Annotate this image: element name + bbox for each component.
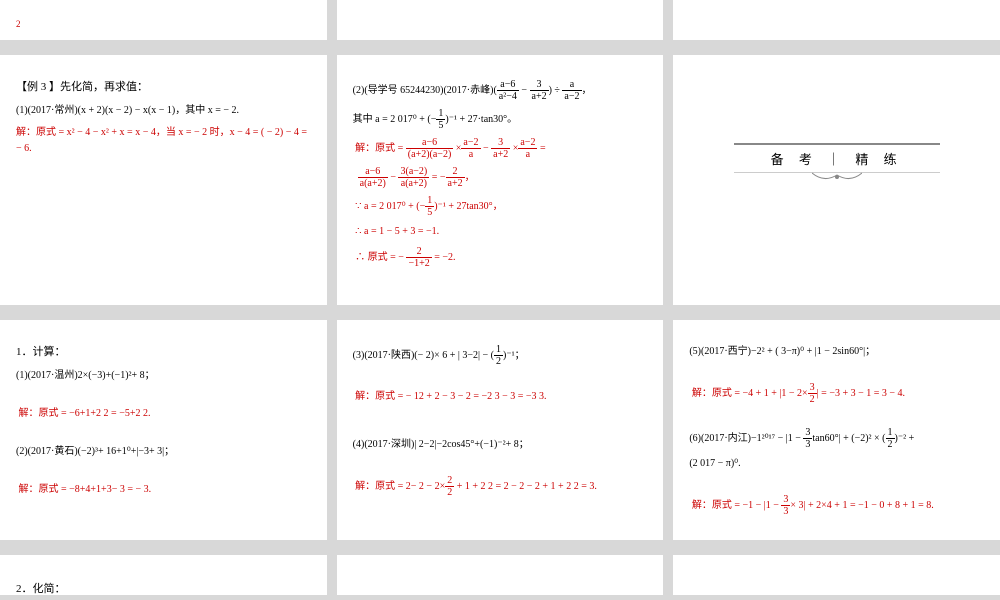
- cell-r3c2: (3)(2017·陕西)(− 2)× 6 + | 3−2| − (12)⁻¹； …: [337, 320, 664, 540]
- frac: 3a+2: [530, 79, 549, 102]
- frac: a−6a²−4: [497, 79, 519, 102]
- answer-2-step1: 解：原式 = a−6(a+2)(a−2) ×a−2a − 3a+2 ×a−2a …: [353, 137, 648, 160]
- cell-r2c1: 【例 3 】先化简，再求值： (1)(2017·常州)(x + 2)(x − 2…: [0, 55, 327, 305]
- answer-1-2: 解：原式 = −8+4+1+3− 3 = − 3.: [16, 482, 311, 498]
- section-title-text: 备 考 ｜ 精 练: [734, 143, 940, 173]
- problem-1-3: (3)(2017·陕西)(− 2)× 6 + | 3−2| − (12)⁻¹；: [353, 344, 648, 367]
- answer-2-step3: ∵ a = 2 017⁰ + (−15)⁻¹ + 27tan30°，: [353, 195, 648, 218]
- cell-r4c3: [673, 555, 1000, 595]
- cell-r1c2: [337, 0, 664, 40]
- answer-2-step2: a−6a(a+2) − 3(a−2)a(a+2) = −2a+2，: [353, 166, 648, 189]
- p2-lead: (2)(导学号 65244230)(2017·赤峰)(: [353, 85, 497, 96]
- cell-r2c3: 备 考 ｜ 精 练: [673, 55, 1000, 305]
- frac: 15: [436, 108, 445, 131]
- answer-1-5: 解：原式 = −4 + 1 + |1 − 2× 32| = −3 + 3 − 1…: [689, 382, 984, 405]
- answer-2-step5: ∴ 原式 = − 2−1+2 = −2.: [353, 246, 648, 269]
- cell-r2c2: (2)(导学号 65244230)(2017·赤峰)(a−6a²−4 − 3a+…: [337, 55, 664, 305]
- problem-1-2: (2)(2017·黄石)(−2)³+ 16+1⁰+|−3+ 3|；: [16, 444, 311, 460]
- heading-2: 2．化简：: [16, 581, 311, 595]
- frac: aa−2: [562, 79, 581, 102]
- problem-1-1: (1)(2017·温州)2×(−3)+(−1)²+ 8；: [16, 368, 311, 384]
- fragment-text: 2: [16, 19, 21, 29]
- cell-r4c2: [337, 555, 664, 595]
- answer-1-6: 解：原式 = −1 − |1 − 33× 3| + 2×4 + 1 = −1 −…: [689, 494, 984, 517]
- answer-1: 解：原式 = x² − 4 − x² + x = x − 4，当 x = − 2…: [16, 125, 311, 157]
- problem-1-6b: (2 017 − π)⁰.: [689, 456, 984, 472]
- cell-r1c3: [673, 0, 1000, 40]
- cell-r3c1: 1．计算： (1)(2017·温州)2×(−3)+(−1)²+ 8； 解：原式 …: [0, 320, 327, 540]
- problem-1-6: (6)(2017·内江)−1²⁰¹⁷ − |1 − 33tan60°| + (−…: [689, 427, 984, 450]
- cell-r1c1: 2: [0, 0, 327, 40]
- page-grid: 2 【例 3 】先化简，再求值： (1)(2017·常州)(x + 2)(x −…: [0, 0, 1000, 600]
- problem-1-5: (5)(2017·西宁)−2² + ( 3−π)⁰ + |1 − 2sin60°…: [689, 344, 984, 360]
- problem-2: (2)(导学号 65244230)(2017·赤峰)(a−6a²−4 − 3a+…: [353, 79, 648, 102]
- example-title: 【例 3 】先化简，再求值：: [16, 79, 311, 97]
- answer-1-1: 解：原式 = −6+1+2 2 = −5+2 2.: [16, 406, 311, 422]
- heading-1: 1．计算：: [16, 344, 311, 362]
- problem-1-4: (4)(2017·深圳)| 2−2|−2cos45°+(−1)⁻²+ 8；: [353, 437, 648, 453]
- section-divider: 备 考 ｜ 精 练: [689, 143, 984, 173]
- problem-2-cond: 其中 a = 2 017⁰ + (−15)⁻¹ + 27·tan30°。: [353, 108, 648, 131]
- answer-1-4: 解：原式 = 2− 2 − 2× 22 + 1 + 2 2 = 2 − 2 − …: [353, 475, 648, 498]
- ornament-icon: [812, 171, 862, 183]
- cell-r3c3: (5)(2017·西宁)−2² + ( 3−π)⁰ + |1 − 2sin60°…: [673, 320, 1000, 540]
- answer-1-3: 解：原式 = − 12 + 2 − 3 − 2 = −2 3 − 3 = −3 …: [353, 389, 648, 405]
- problem-1: (1)(2017·常州)(x + 2)(x − 2) − x(x − 1)，其中…: [16, 103, 311, 119]
- cell-r4c1: 2．化简：: [0, 555, 327, 595]
- answer-2-step4: ∴ a = 1 − 5 + 3 = −1.: [353, 224, 648, 240]
